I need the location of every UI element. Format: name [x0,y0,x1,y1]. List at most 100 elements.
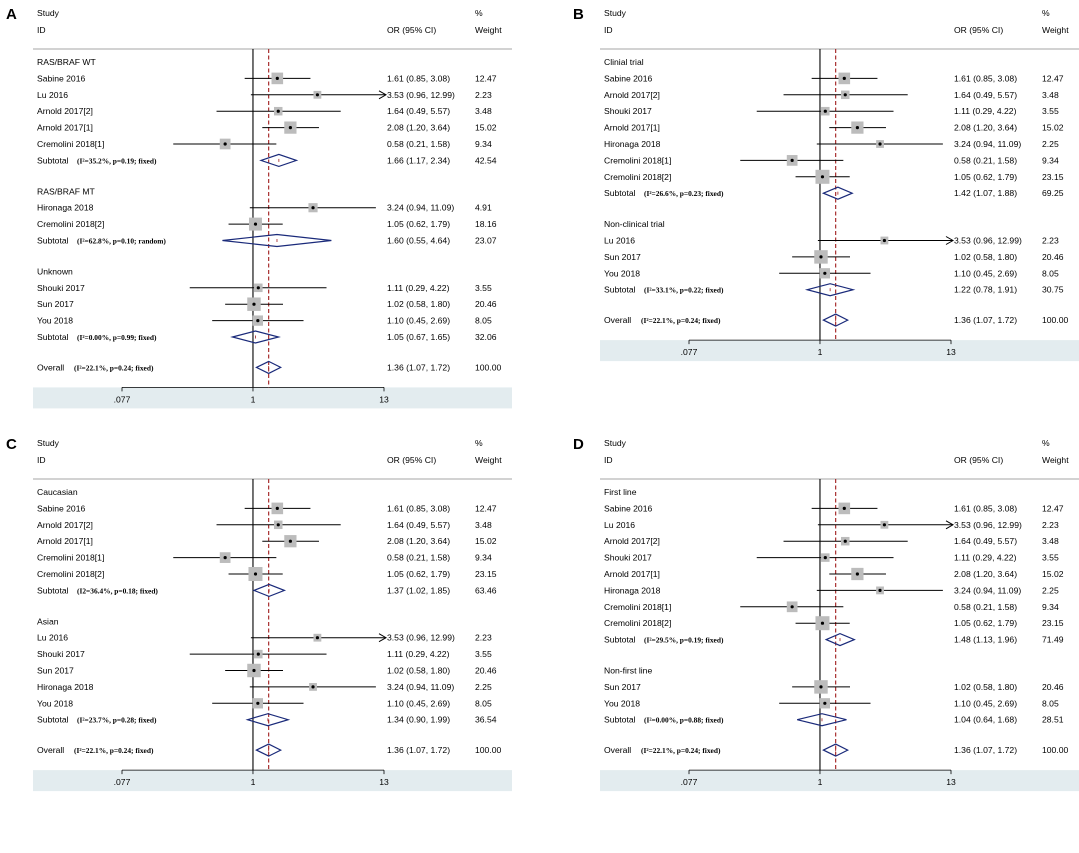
study-label: Sabine 2016 [37,503,85,513]
weight-value: 3.55 [475,283,492,293]
point-estimate [843,93,847,97]
weight-value: 23.07 [475,236,497,246]
header-study: Study [604,8,627,18]
subtotal-heterogeneity: (I2=36.4%, p=0.18; fixed) [77,586,158,595]
study-label: Cremolini 2018[2] [37,219,104,229]
x-tick-label: .077 [114,394,131,404]
weight-value: 3.55 [1042,106,1059,116]
subtotal-label: Subtotal [37,715,69,725]
header-study: Study [604,438,627,448]
study-label: Shouki 2017 [37,283,85,293]
or-ci-value: 3.24 (0.94, 11.09) [954,585,1021,595]
header-study: Study [37,438,60,448]
overall-heterogeneity: (I²=22.1%, p=0.24; fixed) [74,363,154,372]
point-estimate [823,701,827,705]
point-estimate [256,701,260,705]
header-percent: % [475,8,483,18]
or-ci-value: 1.05 (0.67, 1.65) [387,332,450,342]
study-label: Cremolini 2018[1] [37,139,104,149]
or-ci-value: 1.02 (0.58, 1.80) [954,252,1017,262]
weight-value: 15.02 [1042,569,1064,579]
point-estimate [823,556,827,560]
weight-value: 9.34 [1042,155,1059,165]
weight-value: 2.25 [1042,139,1059,149]
study-label: You 2018 [604,698,640,708]
weight-value: 15.02 [475,536,497,546]
point-estimate [275,76,279,80]
study-label: Arnold 2017[2] [37,106,93,116]
subtotal-diamond [230,330,281,344]
weight-value: 12.47 [1042,73,1064,83]
study-label: Hironaga 2018 [604,139,661,149]
or-ci-value: 1.64 (0.49, 5.57) [954,536,1017,546]
or-ci-value: 1.37 (1.02, 1.85) [387,585,450,595]
or-ci-value: 1.11 (0.29, 4.22) [387,649,450,659]
header-weight: Weight [475,25,502,35]
subtotal-label: Subtotal [37,236,69,246]
or-ci-value: 1.61 (0.85, 3.08) [387,503,450,513]
weight-value: 2.23 [1042,520,1059,530]
study-label: Arnold 2017[2] [604,536,660,546]
study-label: Hironaga 2018 [37,203,94,213]
header-id: ID [604,455,613,465]
overall-label: Overall [604,745,631,755]
study-label: Arnold 2017[1] [37,123,93,133]
x-tick-label: 1 [818,347,823,357]
study-label: Cremolini 2018[1] [37,553,104,563]
header-weight: Weight [475,455,502,465]
study-label: You 2018 [37,316,73,326]
weight-value: 20.46 [1042,682,1064,692]
weight-value: 63.46 [475,585,497,595]
x-tick-label: 13 [379,394,389,404]
subgroup-title: Asian [37,616,59,626]
point-estimate [253,222,258,226]
panel-b: B Study ID OR (95% CI)% Weight .077 1 13 Clinial… [573,6,1079,362]
weight-value: 8.05 [475,698,492,708]
x-tick-label: 13 [379,777,389,787]
weight-value: 12.47 [475,73,497,83]
header-or-ci: OR (95% CI) [387,25,436,35]
weight-value: 30.75 [1042,285,1064,295]
overall-heterogeneity: (I²=22.1%, p=0.24; fixed) [74,746,154,755]
subtotal-label: Subtotal [604,285,636,295]
weight-value: 2.23 [475,633,492,643]
panel-d: D Study ID OR (95% CI)% Weight .077 1 13 First l… [573,436,1079,792]
subtotal-heterogeneity: (I²=23.7%, p=0.28; fixed) [77,716,157,725]
or-ci-value: 1.10 (0.45, 2.69) [387,698,450,708]
or-ci-value: 3.24 (0.94, 11.09) [954,139,1021,149]
or-ci-value: 1.61 (0.85, 3.08) [954,503,1017,513]
weight-value: 15.02 [1042,123,1064,133]
point-estimate [882,523,887,527]
point-estimate [878,142,882,146]
or-ci-value: 1.60 (0.55, 4.64) [387,236,450,246]
subtotal-diamond [245,713,291,727]
header-or-ci: OR (95% CI) [954,25,1003,35]
subgroup-title: Unknown [37,266,73,276]
study-label: Arnold 2017[1] [604,569,660,579]
axis-band [33,770,512,792]
study-label: You 2018 [37,698,73,708]
point-estimate [253,572,258,576]
or-ci-value: 1.36 (1.07, 1.72) [954,745,1017,755]
or-ci-value: 1.61 (0.85, 3.08) [387,73,450,83]
axis-band [600,340,1079,362]
subgroup-title: RAS/BRAF WT [37,57,96,67]
subgroup-title: Caucasian [37,487,78,497]
panel-c: C Study ID OR (95% CI)% Weight .077 1 13 Caucasi… [6,436,512,792]
or-ci-value: 1.10 (0.45, 2.69) [954,698,1017,708]
point-estimate [855,572,859,576]
header-or-ci: OR (95% CI) [387,455,436,465]
subgroup-title: Non-clinical trial [604,219,665,229]
overall-diamond [255,360,283,375]
header-weight: Weight [1042,455,1069,465]
subtotal-label: Subtotal [604,715,636,725]
subtotal-label: Subtotal [37,155,69,165]
point-estimate [315,636,320,640]
study-label: Lu 2016 [37,90,68,100]
study-label: Sun 2017 [604,252,641,262]
point-estimate [311,685,315,689]
study-label: Sun 2017 [37,666,74,676]
panel-a: A Study ID OR (95% CI)% Weight .077 1 13 RAS/BRA… [6,6,512,409]
subtotal-heterogeneity: (I²=35.2%, p=0.19; fixed) [77,156,157,165]
